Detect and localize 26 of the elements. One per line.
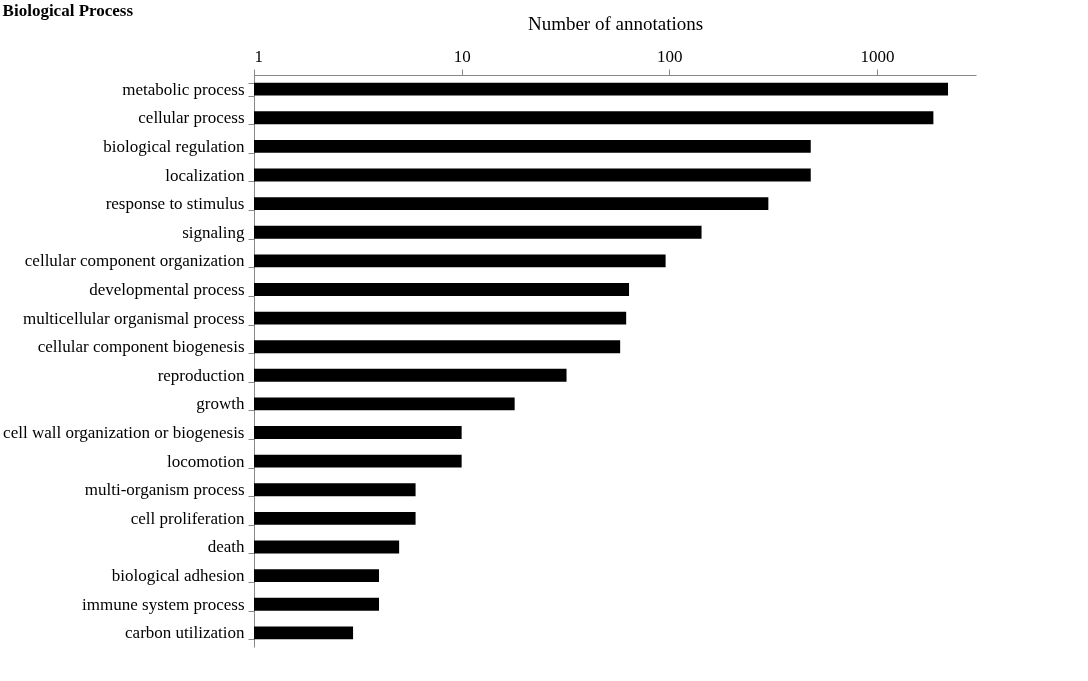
y-tick-label: cellular component organization	[24, 251, 245, 271]
y-tick-label: reproduction	[157, 365, 245, 385]
x-axis-title: Number of annotations	[527, 12, 704, 34]
y-tick-label: growth	[196, 394, 245, 414]
x-tick-label: 10	[453, 46, 471, 66]
y-tick-label: developmental process	[89, 279, 245, 299]
y-tick-label: biological adhesion	[111, 566, 245, 586]
y-tick-label: cell wall organization or biogenesis	[3, 423, 245, 443]
y-tick-label: locomotion	[167, 451, 245, 471]
x-tick-label: 100	[657, 46, 683, 66]
x-tick-label: 1	[254, 46, 263, 66]
y-tick-label: signaling	[182, 222, 245, 242]
y-tick-label: response to stimulus	[105, 194, 245, 214]
y-tick-label: multi-organism process	[84, 480, 245, 500]
y-tick-label: cellular process	[138, 108, 245, 128]
x-tick-label: 1000	[860, 46, 895, 66]
text: Biological Process	[2, 1, 134, 20]
y-tick-label: multicellular organismal process	[22, 308, 245, 328]
y-tick-label: biological regulation	[103, 136, 245, 156]
y-tick-label: death	[207, 537, 245, 557]
y-tick-label: metabolic process	[122, 79, 245, 99]
y-tick-label: localization	[165, 165, 245, 185]
y-tick-label: cellular component biogenesis	[37, 337, 245, 357]
y-tick-label: carbon utilization	[125, 623, 245, 643]
y-tick-label: immune system process	[82, 594, 245, 614]
y-tick-label: cell proliferation	[130, 508, 245, 528]
